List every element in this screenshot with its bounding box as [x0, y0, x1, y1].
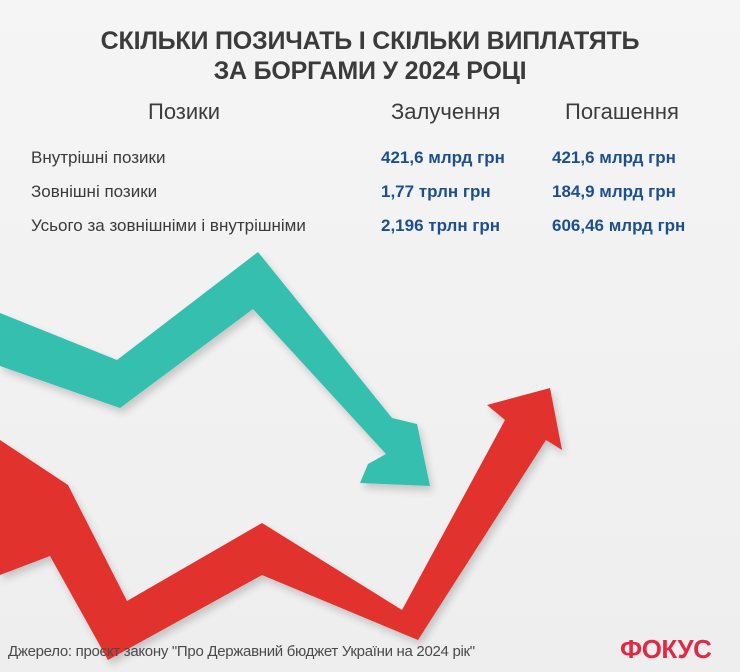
up-trend-arrow-icon: [0, 388, 562, 660]
column-header-loans: Позики: [148, 99, 221, 124]
value-total-borrowing: 2,196 трлн грн: [381, 216, 501, 235]
column-header-borrowing: Залучення: [391, 99, 501, 124]
row-label-domestic: Внутрішні позики: [31, 148, 166, 167]
value-total-repayment: 606,46 млрд грн: [552, 216, 686, 235]
column-header-repayment: Погашення: [565, 99, 679, 124]
page-title: СКІЛЬКИ ПОЗИЧАТЬ І СКІЛЬКИ ВИПЛАТЯТЬ ЗА …: [0, 26, 740, 86]
brand-logo: ФОКУС: [620, 634, 712, 664]
title-line-2: ЗА БОРГАМИ У 2024 РОЦІ: [213, 57, 527, 85]
value-domestic-repayment: 421,6 млрд грн: [552, 148, 676, 167]
value-external-borrowing: 1,77 трлн грн: [381, 182, 491, 201]
value-external-repayment: 184,9 млрд грн: [552, 182, 676, 201]
down-trend-arrow-icon: [0, 252, 430, 486]
value-domestic-borrowing: 421,6 млрд грн: [381, 148, 505, 167]
row-label-external: Зовнішні позики: [31, 182, 158, 201]
source-note: Джерело: проєкт закону "Про Державний бю…: [8, 643, 475, 660]
row-label-total: Усього за зовнішніми і внутрішніми: [31, 216, 306, 235]
title-line-1: СКІЛЬКИ ПОЗИЧАТЬ І СКІЛЬКИ ВИПЛАТЯТЬ: [100, 27, 640, 55]
